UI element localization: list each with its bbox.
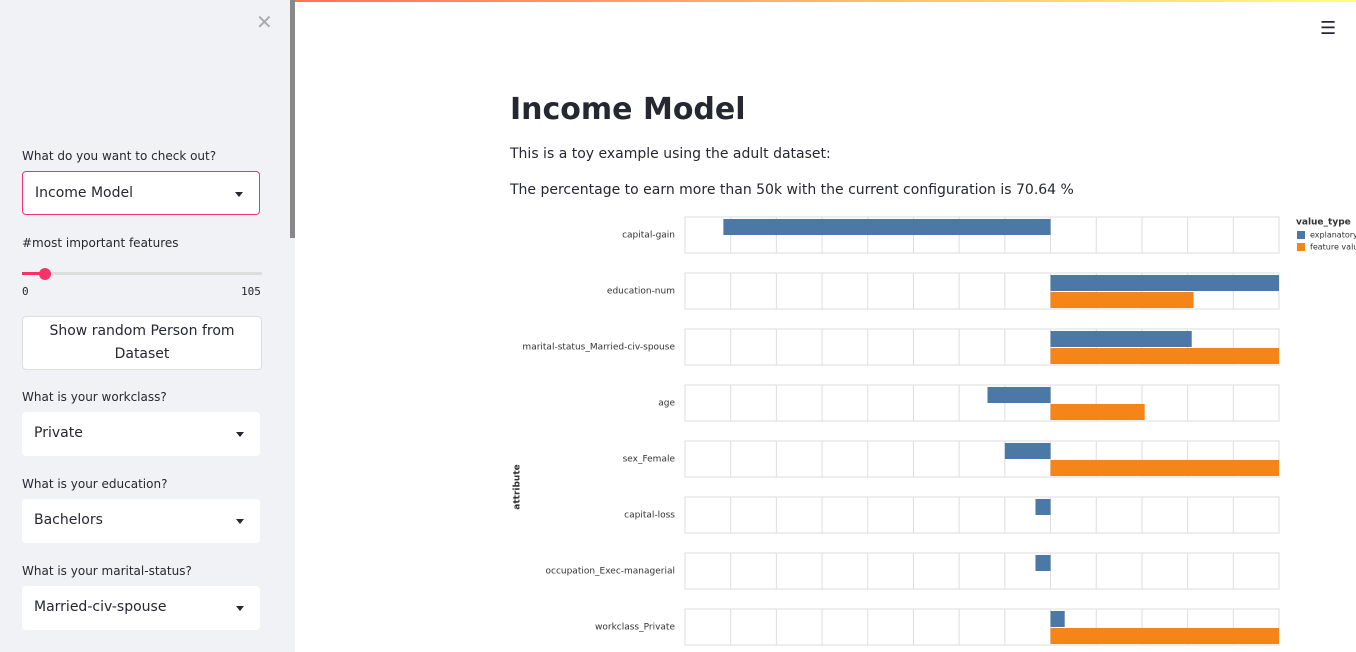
bar: [1050, 348, 1279, 364]
select[interactable]: Private: [22, 412, 260, 456]
menu-button[interactable]: ☰: [1320, 18, 1337, 39]
bar: [1004, 443, 1051, 459]
legend-swatch: [1297, 243, 1305, 251]
bar: [723, 219, 1051, 235]
title: Income Model: [510, 92, 746, 127]
caret: [236, 519, 244, 528]
y-axis-label: attribute: [513, 464, 523, 509]
row-frame: [684, 552, 1280, 590]
legend-title: value_type: [1296, 218, 1351, 228]
slider-track: [22, 272, 262, 275]
bar: [1050, 331, 1192, 347]
bar: [1050, 611, 1065, 627]
row-frame: [684, 384, 1280, 422]
select[interactable]: Bachelors: [22, 499, 260, 543]
y-tick-label: education-num: [607, 287, 675, 297]
text: The percentage to earn more than 50k wit…: [510, 182, 1074, 198]
y-tick-label: workclass_Private: [595, 623, 675, 633]
bar: [1035, 499, 1051, 515]
close-button[interactable]: ✕: [256, 10, 273, 34]
y-tick-label: occupation_Exec-managerial: [545, 567, 675, 577]
slider-min: 0: [22, 285, 29, 298]
slider-fill: [22, 272, 45, 275]
legend-label: feature value: [1310, 243, 1356, 252]
slider-max: 105: [241, 285, 261, 298]
label: What is your workclass?: [22, 390, 167, 404]
sidebar: ✕ What do you want to check out? Income …: [0, 0, 291, 652]
label: #most important features: [22, 236, 179, 250]
caret: [236, 606, 244, 615]
bar: [1050, 460, 1279, 476]
caret: [236, 432, 244, 441]
select-value: Private: [34, 425, 83, 441]
bar: [1050, 404, 1145, 420]
y-tick-label: sex_Female: [623, 455, 676, 465]
select-value: Married-civ-spouse: [34, 599, 167, 615]
top-bar: [0, 0, 1356, 2]
label: What do you want to check out?: [22, 149, 217, 163]
bar: [1050, 628, 1279, 644]
bar: [1035, 555, 1051, 571]
y-tick-label: capital-loss: [624, 511, 675, 521]
legend-swatch: [1297, 231, 1305, 239]
select[interactable]: Income Model: [22, 171, 260, 215]
y-tick-label: age: [658, 399, 675, 409]
slider-thumb[interactable]: [38, 268, 51, 280]
scrollbar: [290, 0, 295, 238]
label: What is your marital-status?: [22, 564, 192, 578]
bar: [1050, 275, 1279, 291]
label: What is your education?: [22, 477, 168, 491]
bar: [987, 387, 1051, 403]
chart: capital-gain education-num marital-status_…: [513, 216, 1356, 646]
scrollbar-track: [290, 238, 295, 652]
select-value: Bachelors: [34, 512, 103, 528]
select-value: Income Model: [35, 185, 133, 201]
button[interactable]: Show random Person from Dataset: [22, 316, 262, 370]
select[interactable]: Married-civ-spouse: [22, 586, 260, 630]
legend-label: explanatory: [1310, 231, 1356, 240]
bar: [1050, 292, 1194, 308]
y-tick-label: capital-gain: [622, 231, 675, 241]
text: This is a toy example using the adult da…: [510, 146, 831, 162]
row-frame: [684, 496, 1280, 534]
y-tick-label: marital-status_Married-civ-spouse: [522, 343, 675, 353]
